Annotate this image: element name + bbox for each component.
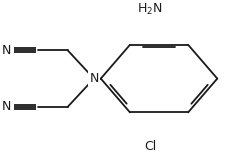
Text: N: N (2, 100, 11, 113)
Text: N: N (89, 72, 99, 85)
Text: H$_2$N: H$_2$N (137, 2, 163, 17)
Text: N: N (2, 44, 11, 57)
Text: Cl: Cl (144, 140, 156, 153)
